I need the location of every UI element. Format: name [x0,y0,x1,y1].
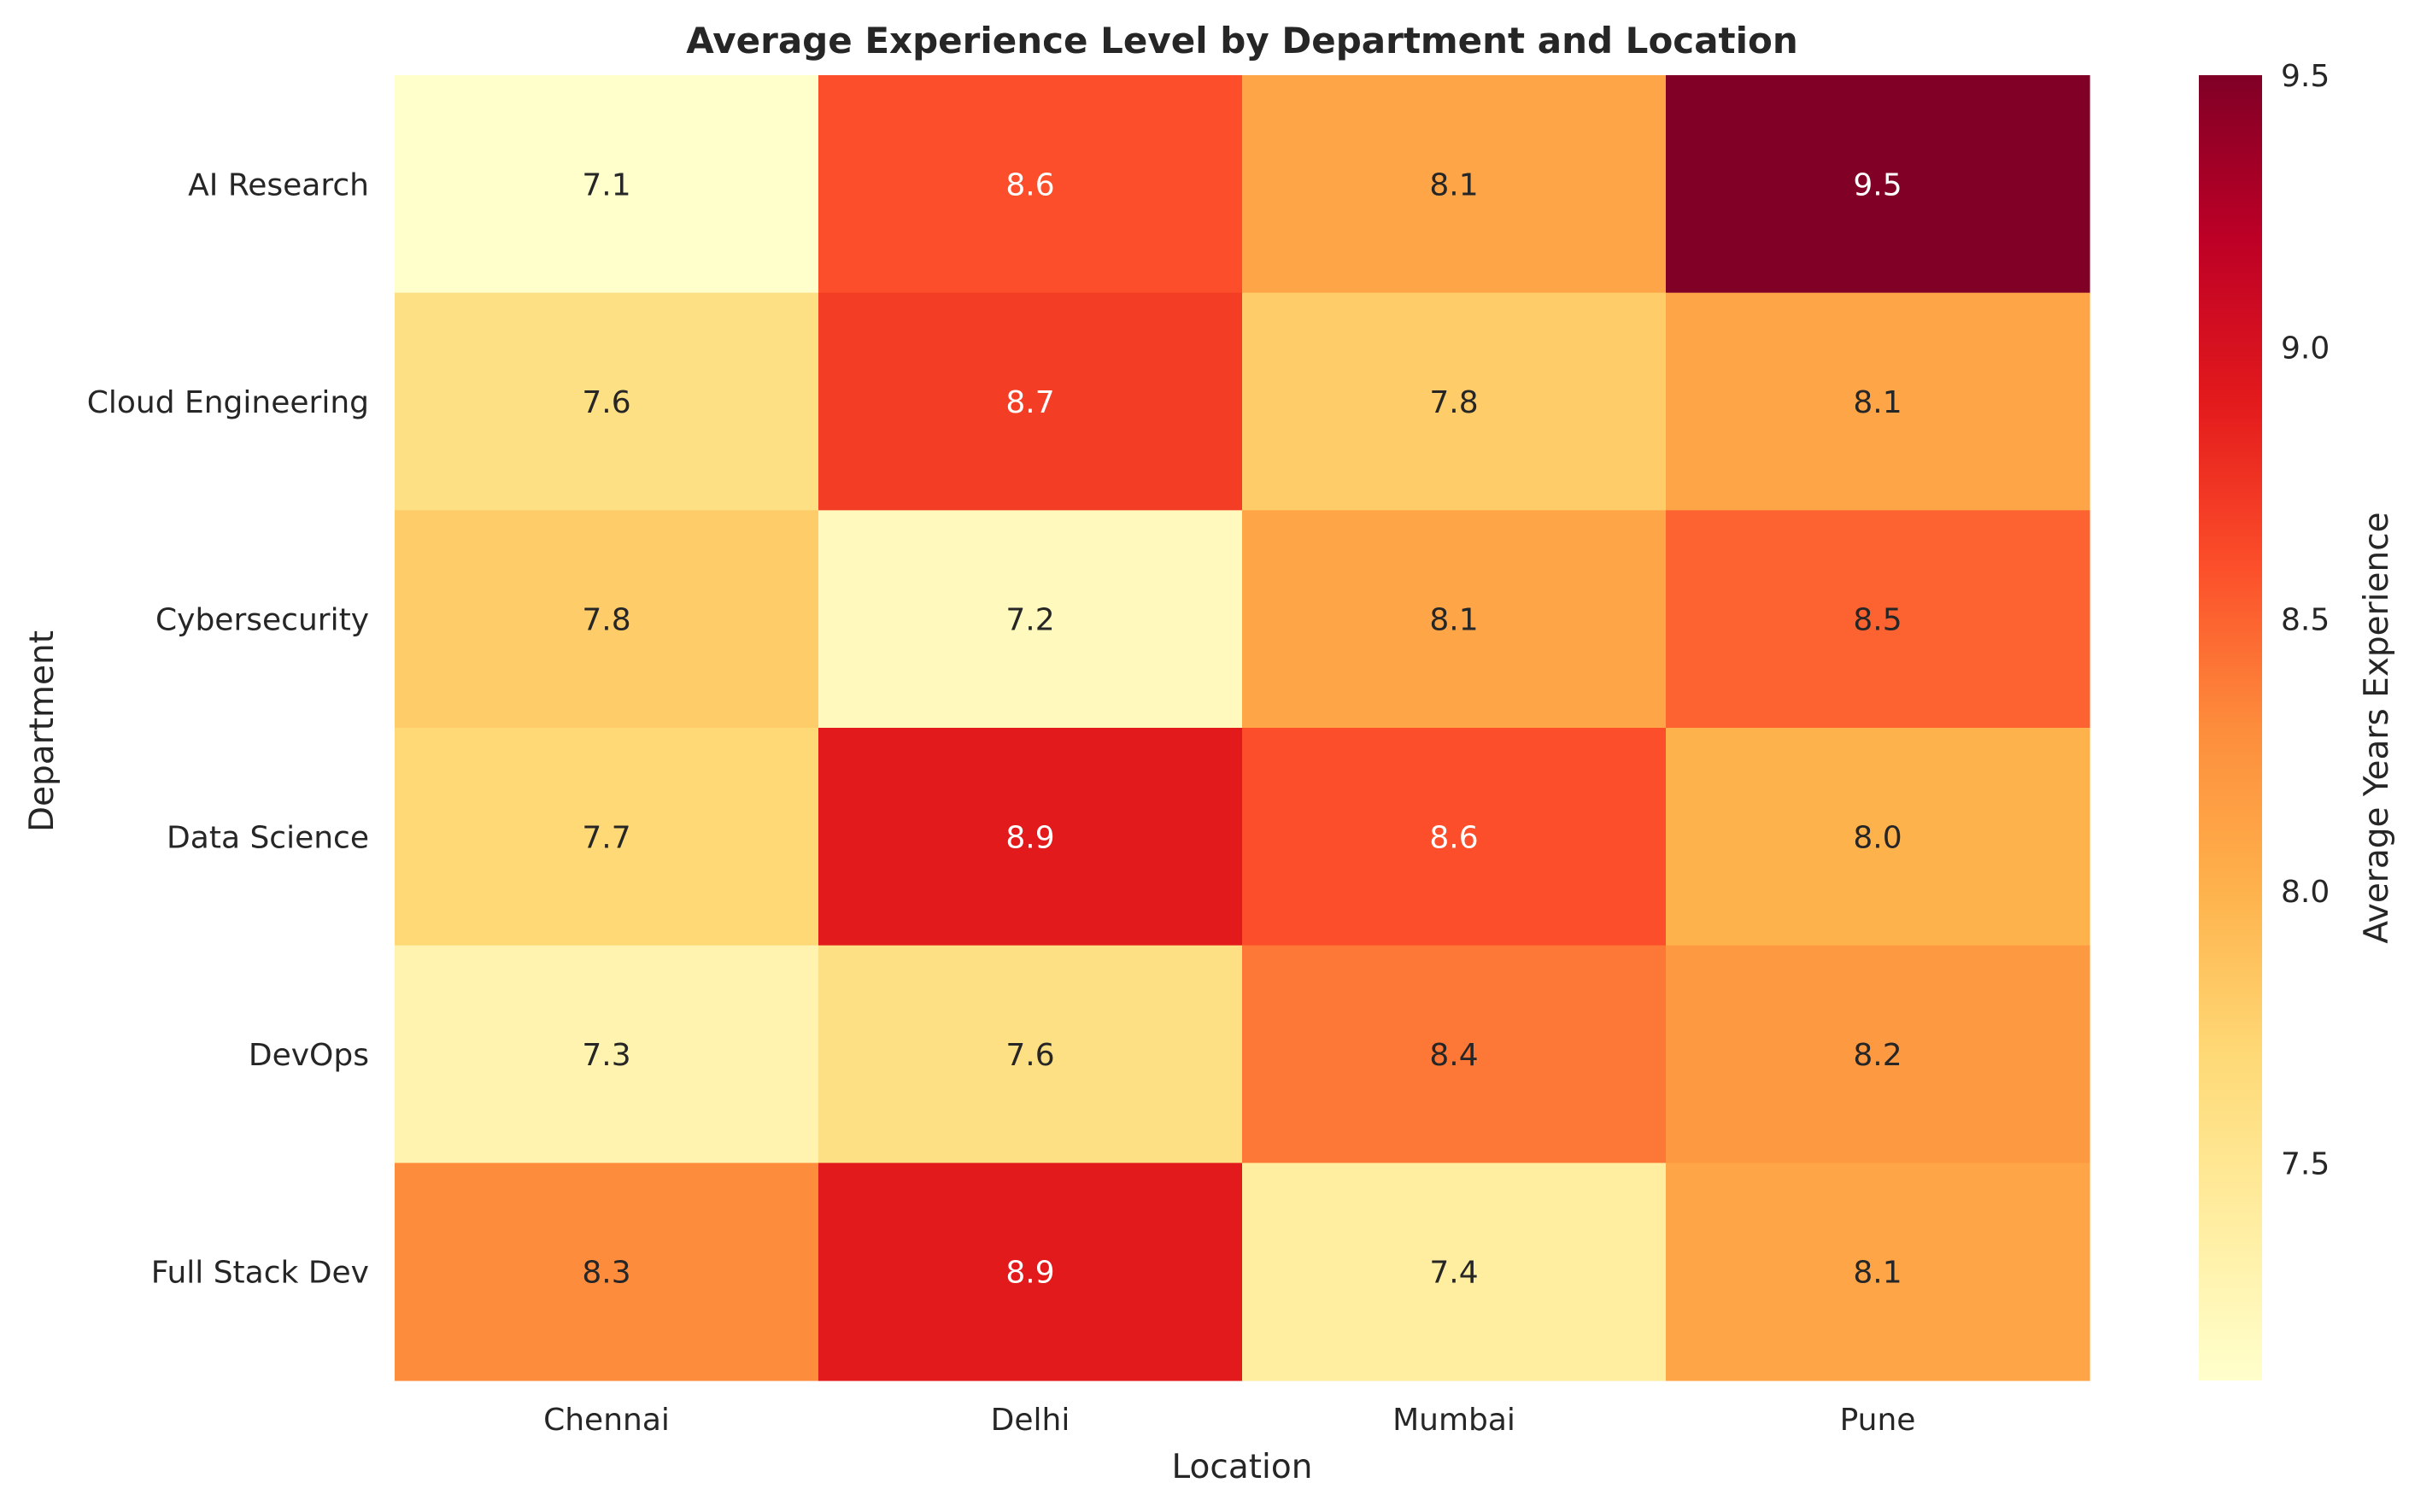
chart-title: Average Experience Level by Department a… [686,20,1798,62]
heatmap-cell [1242,510,1667,729]
cell-value-label: 8.1 [1429,603,1478,638]
cell-value-label: 7.1 [582,167,630,202]
cell-value-label: 7.6 [1005,1038,1054,1073]
x-tick-label: Chennai [543,1403,670,1438]
heatmap-cell [818,292,1243,511]
cell-value-label: 7.4 [1429,1256,1478,1291]
cell-value-label: 7.6 [582,385,630,420]
heatmap-cell [818,75,1243,294]
heatmap-cell [1666,728,2090,946]
heatmap-cell [1666,1163,2090,1381]
colorbar-tick-label: 9.5 [2281,59,2330,94]
cell-value-label: 7.8 [1429,385,1478,420]
y-tick-label: Cybersecurity [155,603,369,638]
heatmap-cells: 7.1 8.6 8.1 9.5 7.6 8.7 7.8 8.1 7.8 7.2 8.1 8.5 7.7 8… [395,75,2090,1381]
colorbar-label: Average Years Experience [2358,512,2396,943]
cell-value-label: 8.5 [1853,603,1902,638]
cell-value-label: 8.9 [1005,820,1054,855]
heatmap-cell [1242,945,1667,1163]
colorbar-tick-label: 8.5 [2281,603,2330,638]
heatmap-cell [395,945,819,1163]
heatmap-cell [395,75,819,294]
heatmap-cell [1666,75,2090,294]
cell-value-label: 8.0 [1853,820,1902,855]
cell-value-label: 8.7 [1005,385,1054,420]
colorbar-tick-label: 9.0 [2281,331,2330,366]
cell-value-label: 8.6 [1429,820,1478,855]
heatmap-cell [818,1163,1243,1381]
colorbar-ticks: 7.5 8.0 8.5 9.0 9.5 [2281,59,2330,1181]
cell-value-label: 8.2 [1853,1038,1902,1073]
x-tick-label: Pune [1840,1403,1916,1438]
heatmap-cell [1242,75,1667,294]
cell-value-label: 7.3 [582,1038,630,1073]
cell-value-label: 8.1 [1853,1256,1902,1291]
heatmap-cell [1666,292,2090,511]
cell-value-label: 9.5 [1853,167,1902,202]
heatmap-cell [818,728,1243,946]
y-tick-label: Full Stack Dev [151,1256,369,1291]
y-tick-label: Cloud Engineering [87,385,369,420]
x-axis-label: Location [1172,1448,1313,1486]
y-tick-label: Data Science [167,820,369,855]
heatmap-cell [1242,1163,1667,1381]
heatmap-cell [1242,292,1667,511]
heatmap-cell [1242,728,1667,946]
x-tick-label: Delhi [991,1403,1070,1438]
cell-value-label: 7.2 [1005,603,1054,638]
heatmap-cell [818,510,1243,729]
cell-value-label: 8.4 [1429,1038,1478,1073]
heatmap-cell [395,510,819,729]
y-tick-label: AI Research [188,167,369,202]
colorbar [2199,75,2262,1380]
cell-value-label: 8.6 [1005,167,1054,202]
y-tick-label: DevOps [249,1038,369,1073]
heatmap-cell [395,292,819,511]
cell-value-label: 8.9 [1005,1256,1054,1291]
x-tick-labels: Chennai Delhi Mumbai Pune [543,1403,1915,1438]
cell-value-label: 8.3 [582,1256,630,1291]
cell-value-label: 7.8 [582,603,630,638]
heatmap-cell [1666,945,2090,1163]
colorbar-tick-label: 8.0 [2281,875,2330,910]
colorbar-tick-label: 7.5 [2281,1146,2330,1181]
heatmap-cell [395,728,819,946]
cell-value-label: 7.7 [582,820,630,855]
cell-value-label: 8.1 [1853,385,1902,420]
x-tick-label: Mumbai [1392,1403,1515,1438]
y-axis-label: Department [23,630,62,832]
heatmap-cell [1666,510,2090,729]
heatmap-cell [395,1163,819,1381]
heatmap-cell [818,945,1243,1163]
y-tick-labels: AI Research Cloud Engineering Cybersecurit… [87,167,369,1290]
cell-value-label: 8.1 [1429,167,1478,202]
